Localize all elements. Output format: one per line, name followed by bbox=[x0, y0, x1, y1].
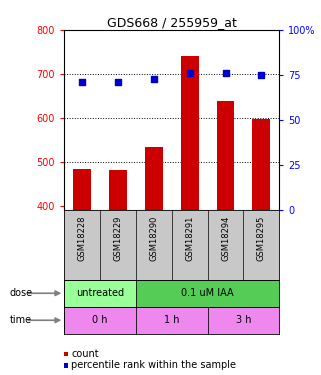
Title: GDS668 / 255959_at: GDS668 / 255959_at bbox=[107, 16, 237, 29]
Text: GSM18291: GSM18291 bbox=[185, 215, 194, 261]
Text: dose: dose bbox=[10, 288, 33, 298]
Text: time: time bbox=[10, 315, 32, 325]
Bar bbox=[64, 280, 136, 307]
Bar bbox=[252, 119, 270, 210]
Bar bbox=[73, 170, 91, 210]
Bar bbox=[208, 307, 279, 334]
Text: GSM18295: GSM18295 bbox=[257, 215, 266, 261]
Text: count: count bbox=[72, 349, 99, 359]
Bar bbox=[136, 280, 279, 307]
Text: untreated: untreated bbox=[76, 288, 124, 298]
Point bbox=[116, 79, 121, 85]
Point bbox=[223, 70, 228, 76]
Point bbox=[187, 70, 192, 76]
Point bbox=[259, 72, 264, 78]
Text: GSM18228: GSM18228 bbox=[78, 215, 87, 261]
Bar bbox=[136, 307, 208, 334]
Bar bbox=[145, 147, 163, 210]
Point bbox=[80, 79, 85, 85]
Text: 3 h: 3 h bbox=[236, 315, 251, 325]
Point bbox=[151, 76, 156, 82]
Bar bbox=[217, 101, 234, 210]
Text: 0 h: 0 h bbox=[92, 315, 108, 325]
Text: GSM18290: GSM18290 bbox=[149, 215, 158, 261]
Text: GSM18229: GSM18229 bbox=[113, 215, 123, 261]
Text: 0.1 uM IAA: 0.1 uM IAA bbox=[181, 288, 234, 298]
Text: GSM18294: GSM18294 bbox=[221, 215, 230, 261]
Bar bbox=[109, 170, 127, 210]
Bar bbox=[64, 307, 136, 334]
Text: percentile rank within the sample: percentile rank within the sample bbox=[72, 360, 237, 370]
Text: 1 h: 1 h bbox=[164, 315, 179, 325]
Bar bbox=[181, 56, 199, 210]
